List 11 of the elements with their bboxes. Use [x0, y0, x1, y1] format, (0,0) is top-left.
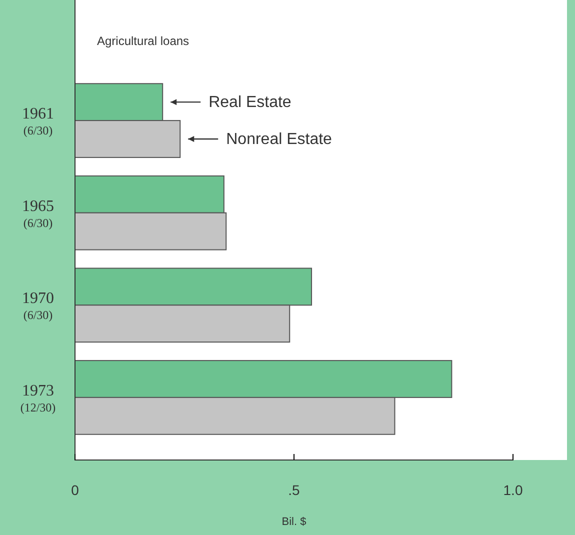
text: Nonreal Estate [226, 131, 332, 148]
text: Agricultural loans [97, 34, 190, 48]
y-tick-label: 1970 (6/30) [22, 290, 54, 322]
x-tick-label: 0 [71, 482, 80, 498]
x-tick-label: 1.0 [503, 482, 523, 498]
y-tick-label: 1965 (6/30) [22, 198, 54, 230]
y-tick-label: 1973 (12/30) [20, 382, 56, 414]
x-axis-title: Bil. $ [282, 516, 306, 528]
y-tick-label: 1961 (6/30) [22, 106, 54, 138]
text: Real Estate [208, 94, 292, 112]
x-tick-label: .5 [288, 482, 300, 498]
